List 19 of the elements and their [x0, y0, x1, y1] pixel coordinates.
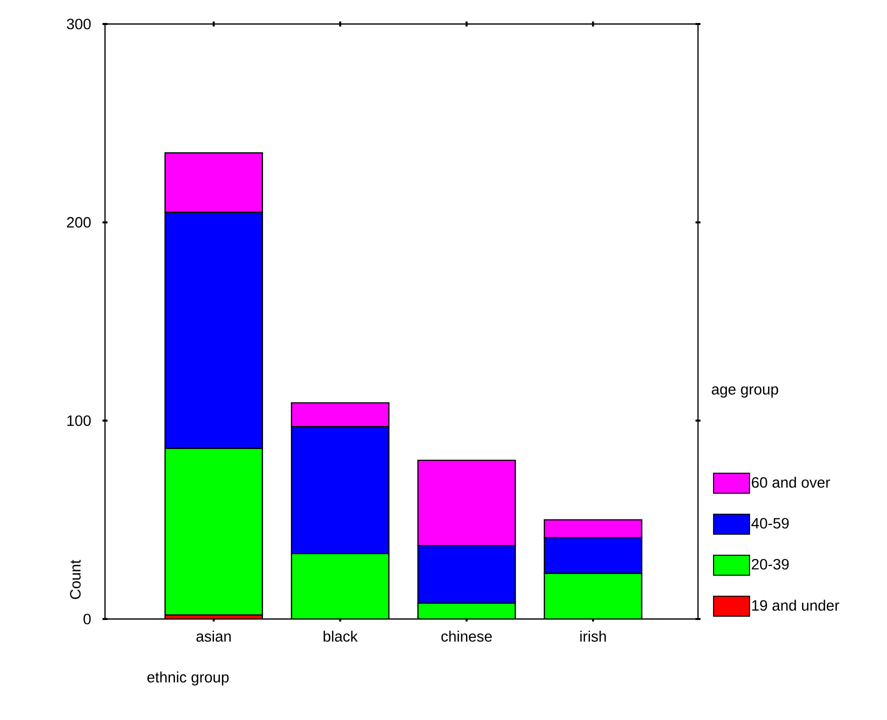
legend-label: 40-59 — [751, 518, 789, 529]
bar — [290, 552, 390, 619]
x-axis-title: ethnic group — [147, 672, 229, 686]
legend-label: 20-39 — [752, 558, 789, 570]
y-tick-label: 200 — [67, 217, 91, 228]
y-tick-label: 300 — [66, 18, 91, 30]
bar — [417, 602, 516, 619]
x-tick-label: irish — [580, 630, 606, 642]
bar — [544, 572, 642, 619]
x-tick-label: asian — [196, 630, 231, 642]
legend-label: 60 and over — [752, 476, 830, 488]
x-tick-label: chinese — [441, 630, 492, 642]
y-tick-label: 100 — [67, 415, 91, 426]
legend-label: 19 and under — [752, 600, 840, 611]
bar — [164, 448, 264, 616]
y-tick-label: 0 — [84, 614, 91, 624]
x-tick-label: black — [324, 630, 358, 642]
legend-title: age group — [712, 386, 778, 398]
y-axis-title: Count — [70, 560, 81, 599]
